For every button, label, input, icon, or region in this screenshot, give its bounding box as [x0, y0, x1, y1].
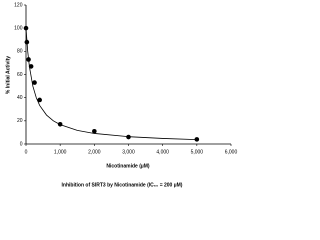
data-point: [23, 25, 29, 31]
x-tick-label: 3,000: [122, 149, 135, 155]
data-point: [24, 39, 30, 45]
y-tick-label: 0: [20, 141, 23, 147]
chart: % Initial Activity Nicotinamide (µM) Inh…: [5, 2, 238, 188]
y-tick-label: 80: [17, 49, 23, 55]
y-axis-label: % Initial Activity: [5, 56, 11, 94]
chart-title: Inhibition of SIRT3 by Nicotinamide (IC₅…: [62, 182, 183, 188]
y-tick-label: 20: [17, 118, 23, 124]
data-point: [32, 80, 37, 85]
data-point: [194, 137, 200, 142]
x-axis-label: Nicotinamide (µM): [106, 163, 149, 169]
data-point: [92, 128, 97, 134]
x-tick-label: 1,000: [54, 149, 67, 155]
data-point: [26, 57, 31, 62]
y-tick-label: 120: [14, 2, 23, 8]
data-point: [28, 64, 34, 69]
y-tick-label: 60: [17, 72, 23, 78]
x-tick-label: 0: [25, 149, 28, 155]
x-tick-label: 2,000: [88, 149, 101, 155]
data-point: [37, 97, 42, 103]
y-tick-label: 40: [17, 95, 23, 101]
y-tick-label: 100: [14, 25, 23, 31]
x-tick-label: 5,000: [191, 149, 204, 155]
data-point: [126, 134, 131, 140]
x-tick-label: 4,000: [156, 149, 169, 155]
data-point: [57, 122, 63, 127]
x-tick-label: 6,000: [225, 149, 238, 155]
fit-curve: [25, 28, 197, 140]
